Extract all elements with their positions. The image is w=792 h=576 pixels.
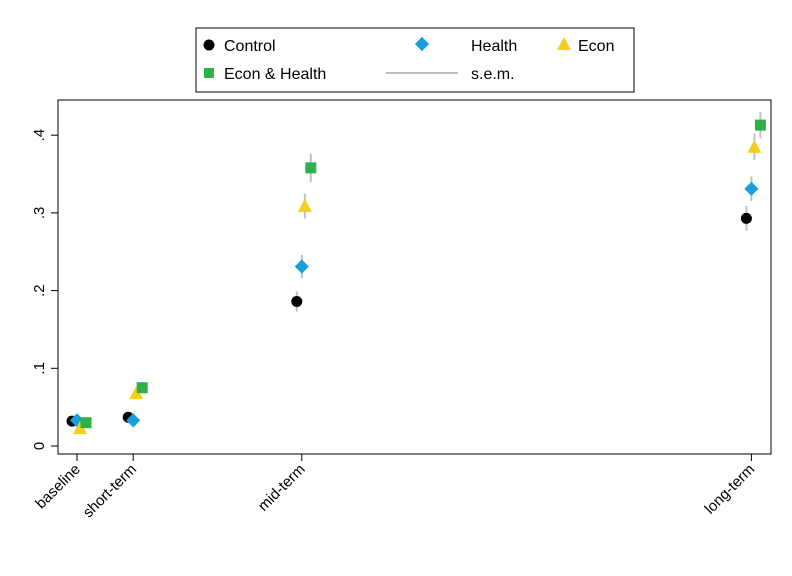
legend-sem-label: s.e.m.: [471, 66, 515, 83]
legend-health-marker: [414, 36, 430, 52]
control-point-long-term: [740, 212, 752, 224]
econ-health-point-mid-term: [305, 162, 317, 174]
plot-area: [57, 99, 772, 455]
legend: Control Health Econ Econ & Health s.e.m.: [195, 27, 635, 93]
y-tick-label-1: .1: [31, 362, 48, 375]
y-tick-label-3: .3: [31, 207, 48, 220]
econ-health-point-baseline: [80, 417, 92, 429]
x-tick-label-mid-term: mid-term: [255, 461, 309, 515]
legend-econ-health-marker: [204, 68, 214, 78]
y-axis: 0 .1 .2 .3 .4: [31, 129, 58, 450]
health-point-long-term: [744, 181, 759, 196]
econ-health-point-long-term: [754, 119, 766, 131]
x-tick-label-long-term: long-term: [701, 461, 758, 518]
econ-point-baseline: [73, 421, 87, 435]
x-tick-label-baseline: baseline: [32, 461, 84, 513]
legend-econ-label: Econ: [578, 38, 614, 55]
data-points: [66, 119, 766, 435]
econ-health-point-short-term: [136, 382, 148, 394]
legend-health-label: Health: [471, 38, 517, 55]
legend-econ-health-label: Econ & Health: [224, 66, 326, 83]
health-point-short-term: [126, 413, 141, 428]
x-tick-label-short-term: short-term: [80, 461, 140, 521]
y-tick-label-2: .2: [31, 284, 48, 297]
control-point-mid-term: [291, 295, 303, 307]
legend-box: [195, 27, 635, 93]
econ-point-short-term: [129, 386, 144, 400]
sem-bars: [71, 111, 762, 430]
econ-point-mid-term: [297, 198, 312, 212]
legend-econ-marker: [557, 37, 571, 50]
y-tick-label-4: .4: [31, 129, 48, 142]
health-point-mid-term: [294, 259, 309, 274]
legend-control-label: Control: [224, 38, 276, 55]
y-tick-label-0: 0: [31, 442, 48, 450]
legend-control-marker: [203, 39, 215, 51]
econ-point-long-term: [747, 139, 762, 153]
